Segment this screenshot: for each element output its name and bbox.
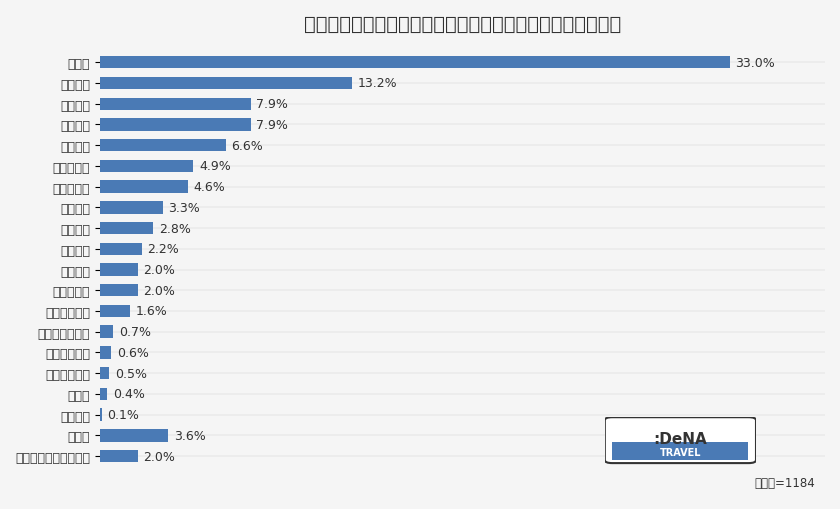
- Bar: [100, 57, 730, 69]
- Text: 4.9%: 4.9%: [199, 160, 231, 173]
- Text: 33.0%: 33.0%: [735, 56, 775, 70]
- Bar: [100, 181, 187, 193]
- Bar: [100, 202, 163, 214]
- Text: 7.9%: 7.9%: [256, 119, 288, 132]
- Bar: [100, 409, 102, 421]
- Bar: [100, 98, 250, 111]
- Bar: [100, 264, 138, 276]
- Text: 2.0%: 2.0%: [144, 264, 176, 276]
- Text: 0.1%: 0.1%: [108, 408, 139, 421]
- Bar: [612, 442, 748, 460]
- Text: 7.9%: 7.9%: [256, 98, 288, 111]
- Bar: [100, 78, 352, 90]
- Text: 1.6%: 1.6%: [136, 305, 168, 318]
- Text: 2.0%: 2.0%: [144, 284, 176, 297]
- Bar: [100, 285, 138, 297]
- Bar: [100, 388, 108, 400]
- Bar: [100, 326, 113, 338]
- Text: 2.8%: 2.8%: [159, 222, 191, 235]
- Bar: [100, 139, 226, 152]
- Text: 3.3%: 3.3%: [169, 202, 200, 214]
- Bar: [100, 160, 193, 173]
- Bar: [100, 450, 138, 462]
- Text: 回答数=1184: 回答数=1184: [754, 476, 815, 489]
- Bar: [100, 222, 153, 235]
- Text: 0.5%: 0.5%: [115, 367, 147, 380]
- Text: TRAVEL: TRAVEL: [659, 447, 701, 457]
- Text: 2.0%: 2.0%: [144, 449, 176, 463]
- Bar: [100, 347, 111, 359]
- Bar: [100, 119, 250, 131]
- Text: 0.7%: 0.7%: [118, 326, 151, 338]
- Text: 3.6%: 3.6%: [174, 429, 206, 442]
- Text: 13.2%: 13.2%: [357, 77, 397, 90]
- Text: 0.4%: 0.4%: [113, 388, 145, 401]
- Text: 0.6%: 0.6%: [117, 346, 149, 359]
- Bar: [100, 305, 130, 318]
- Text: 6.6%: 6.6%: [231, 139, 263, 152]
- Text: 4.6%: 4.6%: [193, 181, 225, 194]
- FancyBboxPatch shape: [605, 417, 756, 463]
- Text: :DeNA: :DeNA: [654, 431, 707, 446]
- Text: 2.2%: 2.2%: [148, 243, 179, 256]
- Title: あなたが感じている「若者の〇〇離れ」をお選びください。: あなたが感じている「若者の〇〇離れ」をお選びください。: [304, 15, 621, 34]
- Bar: [100, 367, 109, 380]
- Bar: [100, 429, 169, 442]
- Bar: [100, 243, 142, 256]
